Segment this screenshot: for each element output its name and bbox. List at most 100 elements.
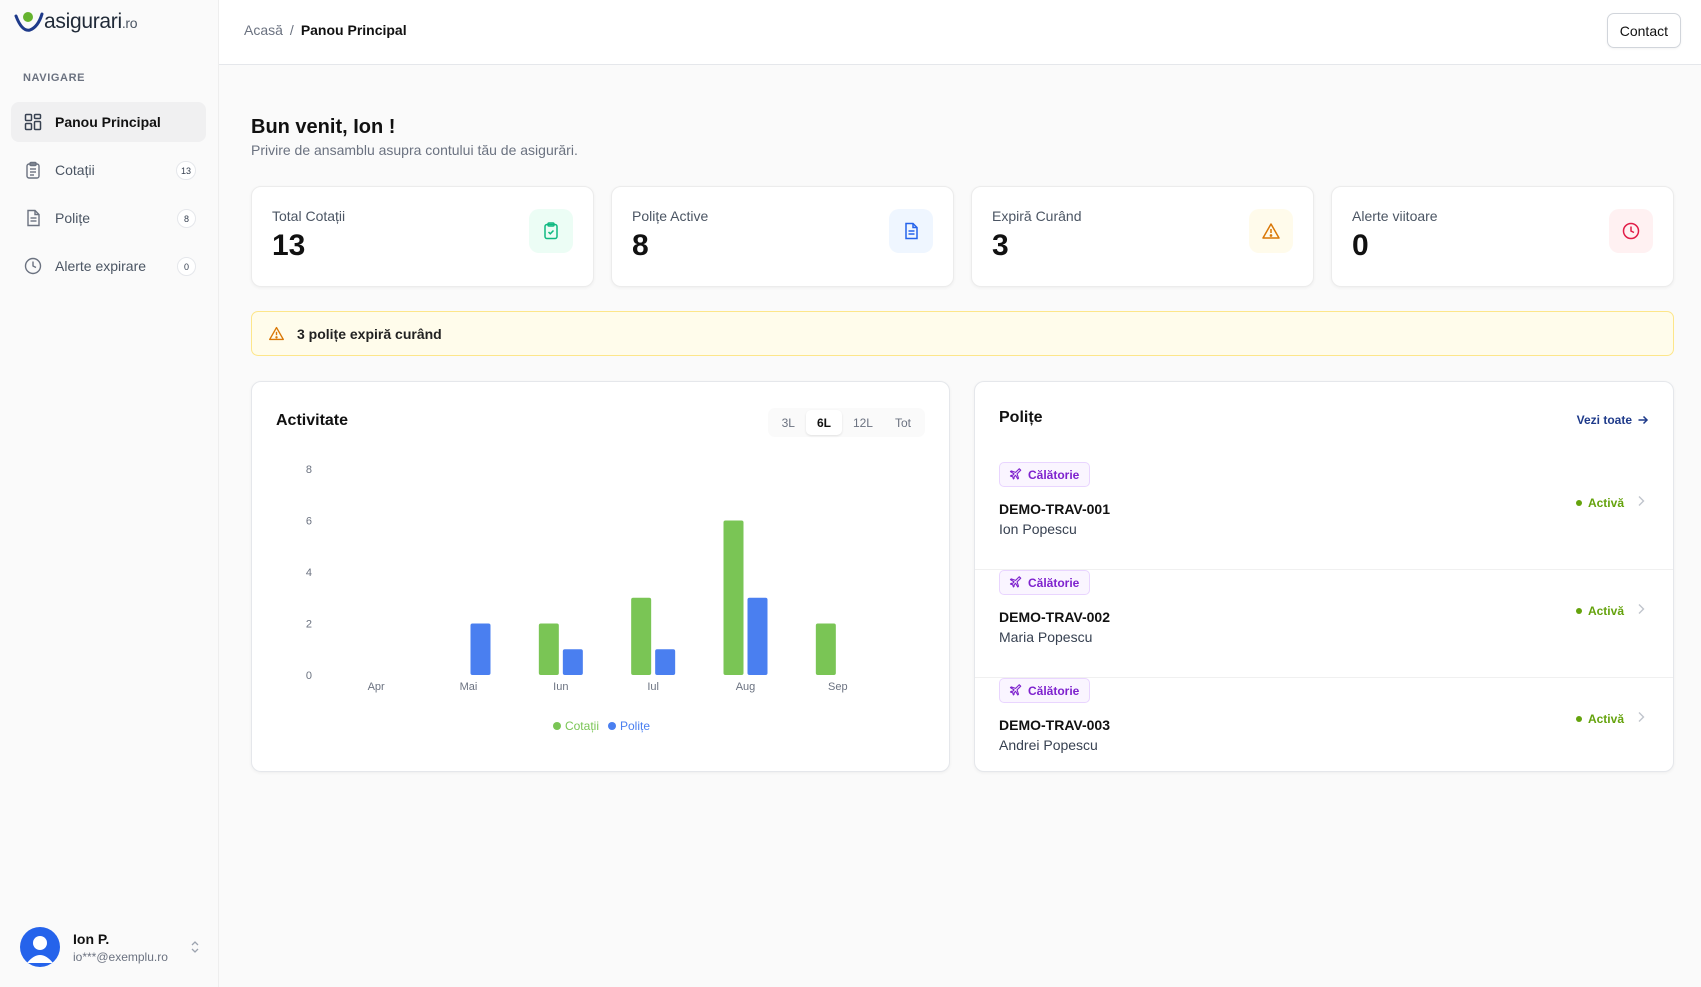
chevron-right-icon <box>1638 604 1645 614</box>
x-tick-label: Iun <box>553 681 568 693</box>
policy-id: DEMO-TRAV-003 <box>999 717 1110 733</box>
chevron-right-icon <box>1638 496 1645 506</box>
document-icon <box>889 209 933 253</box>
user-menu[interactable]: Ion P. io***@exemplu.ro <box>20 927 200 967</box>
activity-title: Activitate <box>276 412 349 429</box>
plane-icon <box>1009 468 1022 480</box>
clipboard-check-icon <box>529 209 573 253</box>
range-tab-3l[interactable]: 3L <box>781 415 795 430</box>
stat-label: Expiră Curând <box>992 208 1082 224</box>
bar-polițe-mai[interactable] <box>470 623 491 676</box>
sidebar-item-dashboard[interactable]: Panou Principal <box>11 102 206 142</box>
avatar <box>20 927 60 967</box>
bar-cotații-iul[interactable] <box>631 597 652 675</box>
legend-item-quotes[interactable]: Cotații <box>552 719 599 733</box>
breadcrumb-home-link[interactable]: Acasă <box>244 22 283 38</box>
clock-icon <box>23 256 43 276</box>
category-badge: Călătorie <box>999 462 1091 487</box>
policy-id: DEMO-TRAV-002 <box>999 609 1110 625</box>
user-name: Ion P. <box>73 930 110 947</box>
clock-icon <box>1609 209 1653 253</box>
y-tick-label: 8 <box>306 464 312 476</box>
range-tab-all[interactable]: Tot <box>894 415 911 430</box>
status-badge: Activă <box>1575 712 1624 726</box>
page-subtitle: Privire de ansamblu asupra contului tău … <box>251 142 578 158</box>
expiring-alert-banner[interactable]: 3 polițe expiră curând <box>251 311 1674 356</box>
status-label: Activă <box>1587 712 1624 726</box>
sidebar-item-policies[interactable]: Polițe 8 <box>11 198 206 238</box>
activity-panel: 0 2 4 6 8 Apr Mai Iun Iul Aug Sep Activitate 3L 6L… <box>251 381 950 772</box>
legend-label: Polițe <box>619 719 651 733</box>
plane-icon <box>1009 684 1022 696</box>
brand-logo[interactable]: asigurari.ro <box>14 10 138 34</box>
legend-swatch <box>552 722 561 730</box>
warning-icon <box>269 326 284 341</box>
status-dot <box>1575 500 1582 506</box>
status-badge: Activă <box>1575 496 1624 510</box>
policy-holder: Maria Popescu <box>999 629 1093 645</box>
bar-cotații-sep[interactable] <box>815 623 836 676</box>
sidebar-item-label: Panou Principal <box>55 114 161 130</box>
sidebar-item-expiry-alerts[interactable]: Alerte expirare 0 <box>11 246 206 286</box>
x-tick-label: Iul <box>647 681 659 693</box>
stat-label: Polițe Active <box>632 208 709 224</box>
activity-bar-chart: 0 2 4 6 8 Apr Mai Iun Iul Aug Sep <box>306 464 848 693</box>
bar-polițe-iun[interactable] <box>562 649 583 675</box>
y-tick-label: 6 <box>306 516 312 528</box>
bar-polițe-iul[interactable] <box>655 649 676 675</box>
bar-cotații-aug[interactable] <box>723 520 744 676</box>
status-label: Activă <box>1587 604 1624 618</box>
category-label: Călătorie <box>1028 683 1080 698</box>
policy-holder: Andrei Popescu <box>999 737 1098 753</box>
stat-card-total-quotes[interactable]: Total Cotații 13 <box>251 186 594 287</box>
stat-value: 3 <box>992 229 1009 262</box>
legend-item-policies[interactable]: Polițe <box>607 719 651 733</box>
sidebar-item-label: Polițe <box>55 210 91 226</box>
bar-cotații-iun[interactable] <box>538 623 559 676</box>
stat-card-expiring-soon[interactable]: Expiră Curând 3 <box>971 186 1314 287</box>
x-tick-label: Mai <box>460 681 478 693</box>
alert-text: 3 polițe expiră curând <box>297 325 442 342</box>
stat-value: 0 <box>1352 229 1369 262</box>
stat-card-active-policies[interactable]: Polițe Active 8 <box>611 186 954 287</box>
sidebar-item-label: Alerte expirare <box>55 258 147 274</box>
y-tick-label: 4 <box>306 567 312 579</box>
chevron-right-icon <box>1638 712 1645 722</box>
stat-label: Total Cotații <box>272 208 346 224</box>
chevron-updown-icon <box>191 941 199 953</box>
stat-value: 13 <box>272 229 306 262</box>
view-all-label: Vezi toate <box>1576 413 1632 427</box>
policies-title: Polițe <box>999 409 1043 426</box>
x-tick-label: Sep <box>828 681 848 693</box>
status-dot <box>1575 716 1582 722</box>
stat-value: 8 <box>632 229 649 262</box>
category-label: Călătorie <box>1028 467 1080 482</box>
view-all-link[interactable]: Vezi toate <box>1577 413 1649 427</box>
y-tick-label: 0 <box>306 670 312 682</box>
top-header: Acasă / Panou Principal Contact <box>219 0 1701 65</box>
y-tick-label: 2 <box>306 619 312 631</box>
status-label: Activă <box>1587 496 1624 510</box>
sidebar-item-quotes[interactable]: Cotații 13 <box>11 150 206 190</box>
stat-card-upcoming-alerts[interactable]: Alerte viitoare 0 <box>1331 186 1674 287</box>
policy-row[interactable]: Călătorie DEMO-TRAV-003 Andrei Popescu A… <box>975 678 1673 786</box>
arrow-right-icon <box>1638 415 1649 425</box>
policy-id: DEMO-TRAV-001 <box>999 501 1110 517</box>
policy-holder: Ion Popescu <box>999 521 1077 537</box>
plane-icon <box>1009 576 1022 588</box>
count-badge: 0 <box>177 257 196 276</box>
stat-label: Alerte viitoare <box>1352 208 1438 224</box>
user-email: io***@exemplu.ro <box>73 949 168 964</box>
count-badge: 8 <box>177 209 196 228</box>
policy-row[interactable]: Călătorie DEMO-TRAV-002 Maria Popescu Ac… <box>975 570 1673 678</box>
document-icon <box>23 208 43 228</box>
contact-button[interactable]: Contact <box>1606 13 1681 48</box>
sidebar: asigurari.ro NAVIGARE Panou Principal Co… <box>0 0 219 987</box>
breadcrumb-separator: / <box>289 22 294 38</box>
range-tab-6l[interactable]: 6L <box>805 410 842 435</box>
range-tab-12l[interactable]: 12L <box>852 415 873 430</box>
policy-row[interactable]: Călătorie DEMO-TRAV-001 Ion Popescu Acti… <box>975 462 1673 570</box>
bar-polițe-aug[interactable] <box>747 597 768 675</box>
clipboard-icon <box>23 160 43 180</box>
page-title: Bun venit, Ion ! <box>251 116 396 138</box>
